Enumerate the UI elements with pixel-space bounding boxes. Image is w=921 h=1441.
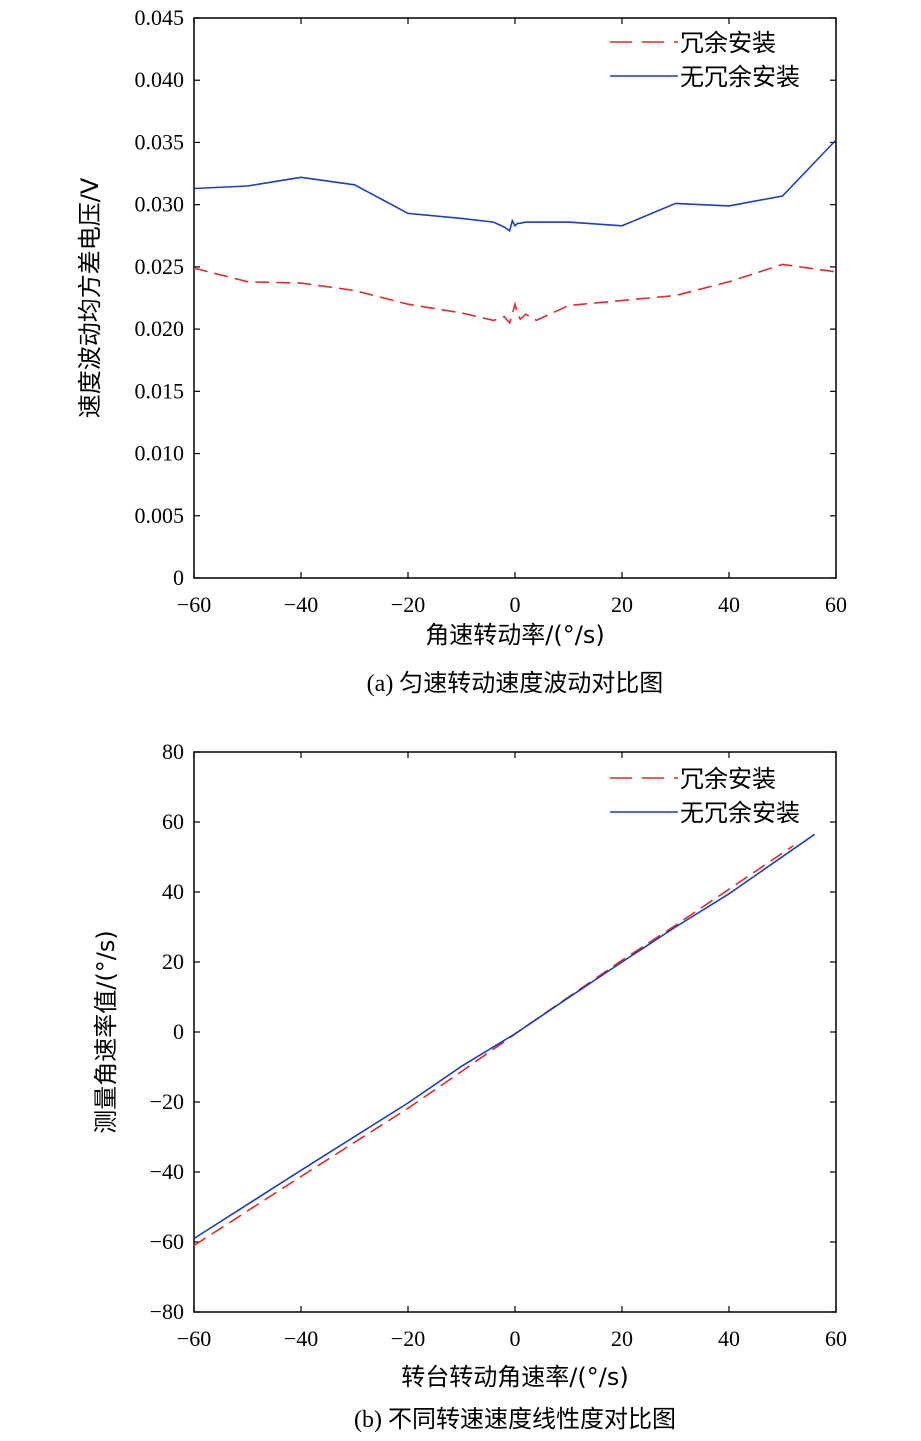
chart-b-x-tick-label: 0 [510,1326,521,1351]
chart-b-x-tick-label: 60 [825,1326,847,1351]
chart-a-x-tick-label: 60 [825,592,847,617]
chart-b-caption: (b) 不同转速速度线性度对比图 [354,1406,676,1433]
chart-b-y-tick-label: 20 [162,949,184,974]
chart-a-x-tick-label: −40 [284,592,318,617]
chart-a-y-tick-label: 0.025 [135,254,185,279]
chart-b-y-tick-label: −80 [150,1299,184,1324]
chart-a-y-tick-label: 0.040 [135,67,185,92]
chart-b-y-tick-label: −60 [150,1229,184,1254]
chart-a-x-tick-label: −60 [177,592,211,617]
chart-a-x-tick-label: 20 [611,592,633,617]
chart-a-y-tick-label: 0.010 [135,441,185,466]
chart-b-series [193,833,816,1247]
chart-b-y-tick-label: −20 [150,1089,184,1114]
chart-a-series-line-non-redundant [193,139,837,233]
chart-a-y-tick-label: 0.020 [135,316,185,341]
chart-a-y-tick-label: 0.015 [135,378,185,403]
chart-a-caption: (a) 匀速转动速度波动对比图 [367,670,664,697]
chart-a-y-tick-label: 0.035 [135,129,185,154]
chart-b-x-axis-label: 转台转动角速率/(°/s) [401,1363,628,1391]
chart-a-legend-label: 无冗余安装 [680,63,800,91]
chart-a-legend-label: 冗余安装 [680,29,776,57]
chart-a-y-tick-label: 0.045 [135,5,185,30]
chart-b-x-tick-label: 20 [611,1326,633,1351]
chart-a: −60 −40 −20 0 20 40 60 0 0.005 0.010 0.015 0.020 0.… [76,5,847,697]
chart-a-y-tick-label: 0.030 [135,192,185,217]
chart-b-y-tick-label: 40 [162,879,184,904]
chart-a-y-tick-label: 0 [173,565,184,590]
chart-b-x-tick-label: −40 [284,1326,318,1351]
chart-b-y-axis-label: 测量角速率值/(°/s) [92,930,120,1133]
chart-b-y-tick-label: 80 [162,739,184,764]
chart-a-x-axis-label: 角速转动率/(°/s) [425,621,604,649]
chart-a-plot-frame [193,17,837,579]
chart-b-series-line-non-redundant [193,833,816,1240]
chart-b-x-tick-label: −20 [391,1326,425,1351]
chart-b-x-ticks: −60 −40 −20 0 20 40 60 [177,752,847,1351]
chart-b-x-tick-label: 40 [718,1326,740,1351]
chart-b-y-tick-label: 60 [162,809,184,834]
chart-a-y-tick-label: 0.005 [135,503,185,528]
chart-b-legend-label: 冗余安装 [680,765,776,793]
chart-b-y-ticks: −80 −60 −40 −20 0 20 40 60 80 [150,739,836,1324]
chart-a-x-tick-label: 40 [718,592,740,617]
chart-b-legend-label: 无冗余安装 [680,799,800,827]
chart-a-y-axis-label: 速度波动均方差电压/V [76,177,104,418]
chart-b-series-line-redundant [193,845,794,1247]
chart-b-y-tick-label: 0 [173,1019,184,1044]
chart-a-series-line-redundant [193,263,837,325]
chart-a-x-tick-label: 0 [510,592,521,617]
chart-b-y-tick-label: −40 [150,1159,184,1184]
chart-a-y-ticks: 0 0.005 0.010 0.015 0.020 0.025 0.030 0.035 0.04… [135,5,836,590]
chart-a-x-tick-label: −20 [391,592,425,617]
chart-b-plot-frame [193,751,837,1313]
chart-a-series [193,139,837,325]
chart-b-x-tick-label: −60 [177,1326,211,1351]
chart-a-x-ticks: −60 −40 −20 0 20 40 60 [177,18,847,617]
